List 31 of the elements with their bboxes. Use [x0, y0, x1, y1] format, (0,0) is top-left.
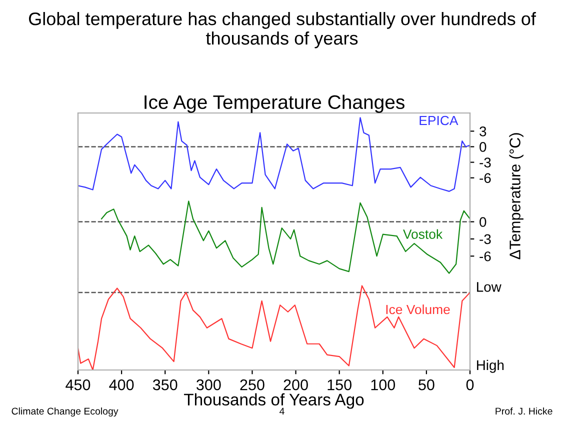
x-tick-label: 350 — [152, 379, 178, 390]
chart-title: Ice Age Temperature Changes — [144, 94, 404, 113]
text: Climate Change Ecology — [12, 407, 118, 417]
series-label: Vostok — [403, 229, 443, 239]
series-label: EPICA — [420, 116, 458, 126]
text: Low — [477, 282, 502, 292]
x-tick-label: 300 — [196, 379, 221, 390]
y-tick-label: 0 — [480, 217, 486, 227]
series-label: Ice Volume — [386, 304, 450, 314]
y-tick-label: 3 — [480, 126, 486, 136]
y-tick-label: 0 — [480, 142, 486, 152]
y-tick-label: -6 — [480, 173, 491, 184]
x-tick-label: 400 — [109, 379, 134, 390]
x-tick-label: 50 — [418, 379, 434, 390]
y-tick-label: -3 — [480, 234, 491, 244]
text: High — [477, 360, 504, 373]
x-tick-label: 150 — [328, 379, 352, 390]
line-series — [100, 200, 470, 274]
x-tick-label: 450 — [66, 379, 90, 390]
y-tick-label: -3 — [480, 158, 491, 168]
y-tick-label: -6 — [480, 251, 491, 262]
x-tick-label: 0 — [466, 379, 474, 390]
text: Global temperature has changed substantially over hundreds of thousands of years — [28, 12, 536, 48]
x-tick-label: 200 — [284, 379, 308, 390]
x-axis-title: Thousands of Years Ago — [184, 393, 364, 409]
line-series — [78, 117, 470, 192]
text: Prof. J. Hicke — [496, 407, 552, 415]
x-tick-label: 100 — [371, 379, 396, 390]
y-axis-title: ΔTemperature (°C) — [509, 133, 524, 260]
x-tick-label: 250 — [240, 379, 264, 390]
text: 4 — [280, 408, 284, 415]
